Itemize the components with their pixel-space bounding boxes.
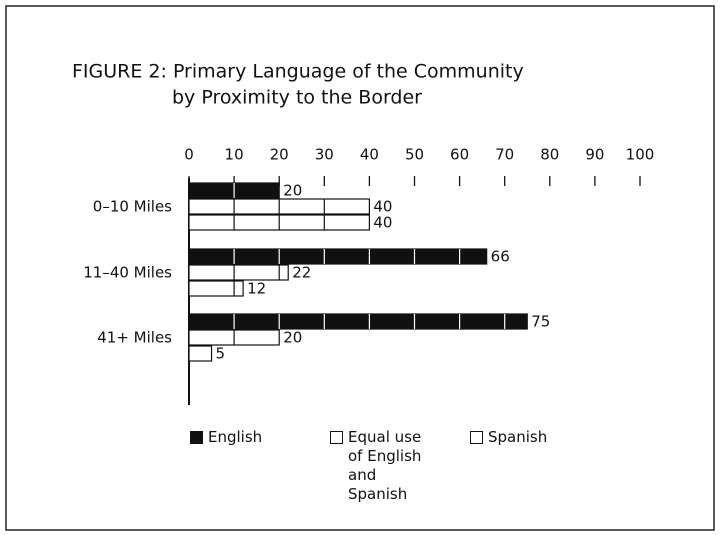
x-tick-label: 20 bbox=[270, 146, 289, 164]
legend-swatch bbox=[470, 431, 483, 444]
x-tick-label: 0 bbox=[184, 146, 194, 164]
legend-item: Spanish bbox=[470, 428, 590, 447]
data-label: 5 bbox=[216, 345, 226, 363]
data-label: 40 bbox=[373, 198, 392, 216]
data-label: 75 bbox=[531, 313, 550, 331]
data-label: 20 bbox=[283, 182, 302, 200]
y-tick-label: 0–10 Miles bbox=[93, 198, 172, 216]
x-tick-label: 10 bbox=[225, 146, 244, 164]
x-tick-label: 80 bbox=[540, 146, 559, 164]
data-label: 40 bbox=[373, 214, 392, 232]
bar bbox=[188, 280, 244, 297]
legend-swatch bbox=[330, 431, 343, 444]
frame bbox=[5, 5, 715, 531]
legend-item: English bbox=[190, 428, 310, 447]
x-tick-label: 50 bbox=[405, 146, 424, 164]
legend-swatch bbox=[190, 431, 203, 444]
x-tick-label: 40 bbox=[360, 146, 379, 164]
x-tick-label: 30 bbox=[315, 146, 334, 164]
legend-label: Equal use of English and Spanish bbox=[348, 428, 422, 503]
data-label: 22 bbox=[292, 264, 311, 282]
data-label: 12 bbox=[247, 280, 266, 298]
data-label: 20 bbox=[283, 329, 302, 347]
bar bbox=[188, 313, 528, 330]
y-tick-label: 41+ Miles bbox=[97, 329, 172, 347]
legend-item: Equal use of English and Spanish bbox=[330, 428, 455, 504]
x-tick-label: 60 bbox=[450, 146, 469, 164]
y-tick-label: 11–40 Miles bbox=[83, 264, 172, 282]
bar bbox=[188, 264, 289, 281]
legend-label: English bbox=[208, 428, 263, 446]
legend-label: Spanish bbox=[488, 428, 548, 446]
chart-title: FIGURE 2: Primary Language of the Commun… bbox=[72, 61, 524, 83]
chart-title: by Proximity to the Border bbox=[172, 87, 422, 109]
x-tick-label: 90 bbox=[585, 146, 604, 164]
bar bbox=[188, 248, 488, 265]
bar bbox=[188, 345, 213, 362]
x-tick-label: 100 bbox=[626, 146, 655, 164]
data-label: 66 bbox=[491, 248, 510, 266]
x-tick-label: 70 bbox=[495, 146, 514, 164]
